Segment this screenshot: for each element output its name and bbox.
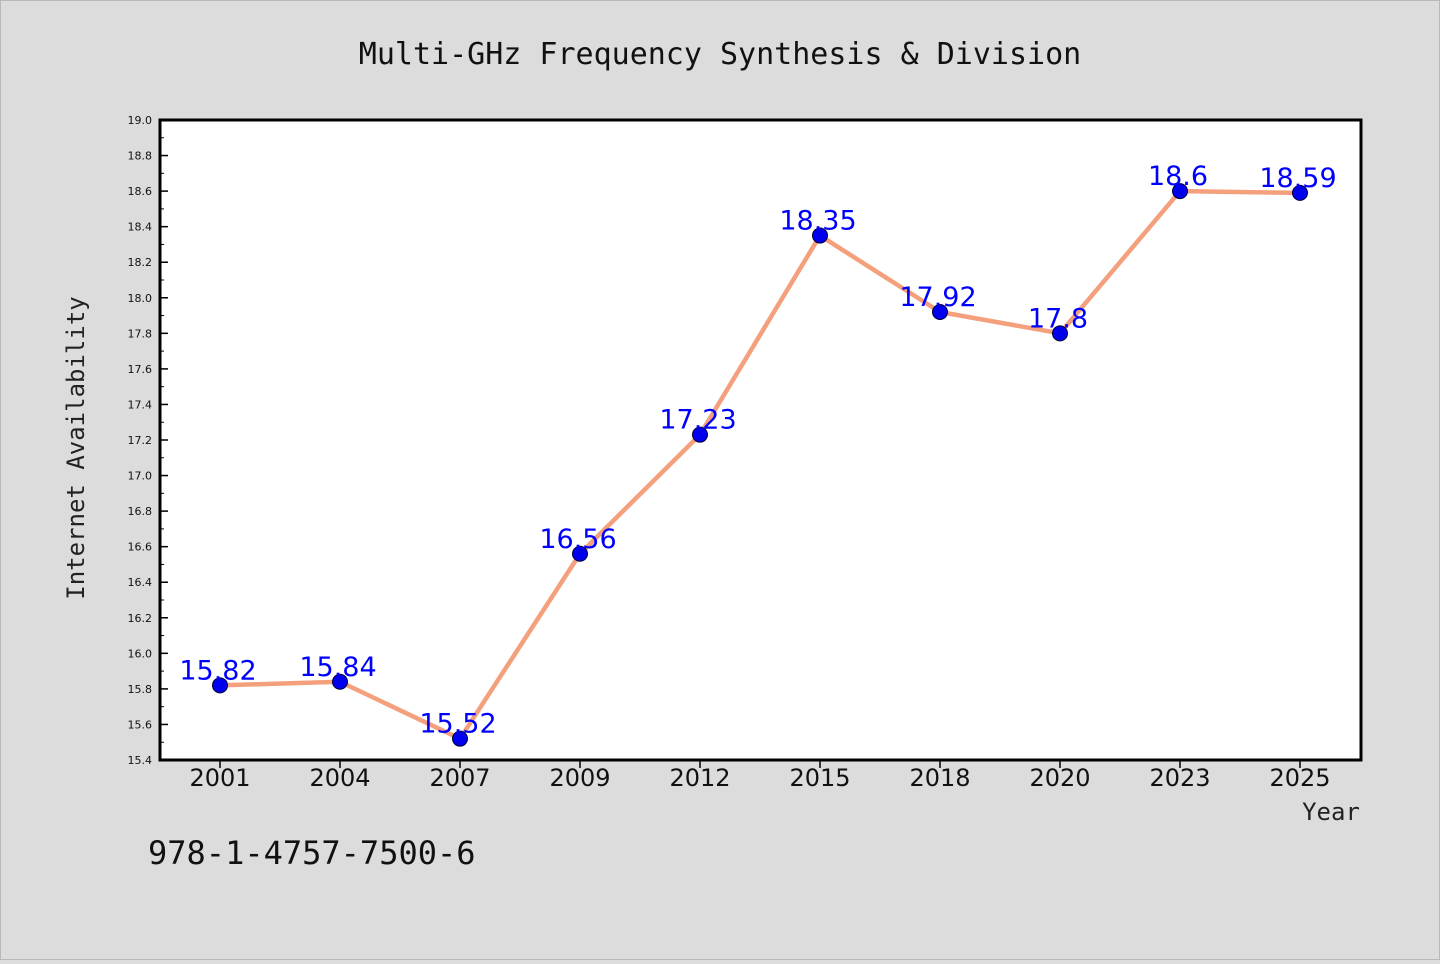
- y-tick-label: 16.2: [128, 612, 153, 625]
- y-tick-label: 18.8: [128, 150, 153, 163]
- data-label: 15.84: [299, 652, 376, 683]
- x-tick-label: 2015: [789, 764, 850, 792]
- data-point: [212, 677, 228, 694]
- y-tick-label: 16.0: [128, 647, 153, 660]
- x-tick-label: 2012: [669, 764, 730, 792]
- data-label: 16.56: [539, 524, 616, 555]
- x-tick-label: 2023: [1149, 764, 1210, 792]
- y-tick-label: 16.6: [128, 541, 153, 554]
- data-point: [932, 304, 948, 320]
- data-label: 15.52: [419, 709, 496, 740]
- y-tick-label: 17.2: [128, 434, 153, 447]
- y-tick-label: 18.0: [128, 292, 153, 305]
- x-tick-label: 2007: [429, 764, 490, 792]
- y-tick-label: 17.6: [128, 363, 153, 376]
- x-tick-label: 2018: [909, 764, 970, 792]
- y-axis: 15.4 15.6 15.8 16.0 16.2 16.4 16.6 16.8 17.0 17.2…: [128, 114, 168, 767]
- series-markers: [212, 183, 1308, 747]
- data-point: [1052, 325, 1068, 342]
- data-labels: 15.82 15.84 15.52 16.56 17.23 18.35 17.92 17.8 1…: [179, 161, 1336, 740]
- x-axis-title: Year: [1302, 798, 1360, 826]
- data-label: 18.59: [1259, 163, 1336, 194]
- y-tick-label: 18.4: [128, 221, 153, 234]
- data-point: [812, 227, 828, 244]
- y-tick-label: 15.8: [128, 683, 153, 696]
- y-tick-label: 19.0: [128, 114, 153, 127]
- x-tick-label: 2004: [309, 764, 370, 792]
- data-label: 17.92: [899, 282, 976, 313]
- data-label: 18.35: [779, 206, 856, 237]
- x-tick-label: 2009: [549, 764, 610, 792]
- y-tick-label: 18.6: [128, 185, 153, 198]
- y-tick-label: 16.8: [128, 505, 153, 518]
- data-label: 17.8: [1028, 303, 1088, 334]
- data-point: [332, 673, 348, 690]
- x-axis: 2001 2004 2007 2009 2012 2015 2018 2020 2023 2025: [189, 760, 1331, 792]
- y-tick-label: 16.4: [128, 576, 153, 589]
- data-point: [452, 730, 468, 747]
- y-tick-label: 15.4: [128, 754, 153, 767]
- data-point: [692, 426, 708, 443]
- y-tick-label: 17.4: [128, 398, 153, 411]
- y-axis-title: Internet Availability: [62, 296, 90, 599]
- series-line: [219, 188, 1301, 741]
- data-label: 18.6: [1148, 161, 1208, 192]
- data-point: [572, 545, 588, 562]
- x-tick-label: 2025: [1269, 764, 1330, 792]
- data-label: 15.82: [179, 655, 256, 686]
- isbn-annotation: 978-1-4757-7500-6: [148, 834, 476, 872]
- y-tick-label: 17.8: [128, 327, 153, 340]
- data-point: [1172, 183, 1188, 200]
- chart-title: Multi-GHz Frequency Synthesis & Division: [359, 37, 1081, 72]
- data-point: [1292, 184, 1308, 201]
- y-tick-label: 15.6: [128, 718, 153, 731]
- data-label: 17.23: [659, 405, 736, 436]
- x-tick-label: 2001: [189, 764, 250, 792]
- plot-area: [158, 118, 1363, 762]
- y-tick-label: 18.2: [128, 256, 153, 269]
- x-tick-label: 2020: [1029, 764, 1090, 792]
- y-tick-label: 17.0: [128, 470, 153, 483]
